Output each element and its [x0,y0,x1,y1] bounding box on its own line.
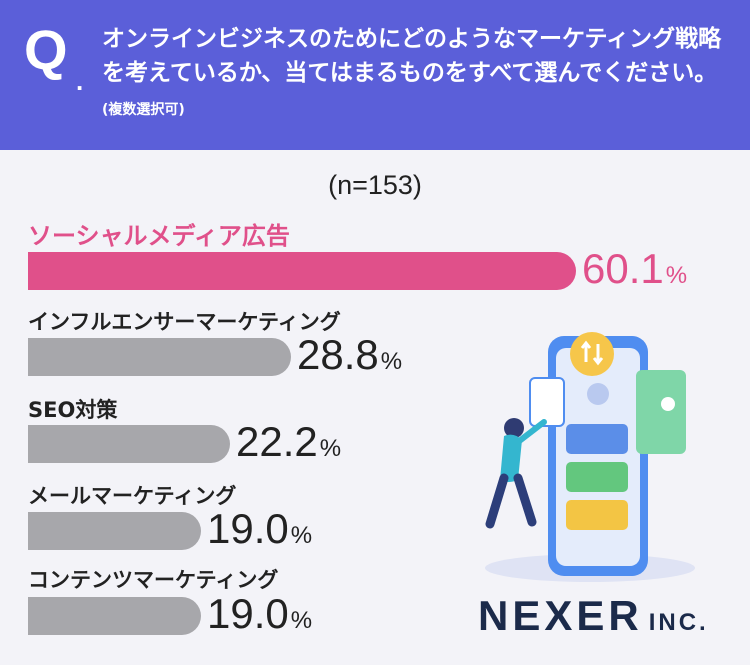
question-dot: . [76,66,84,96]
value-label: 19.0% [207,593,312,635]
phone-screen [556,348,640,566]
map-card [636,370,686,454]
logo-name: NEXER [478,592,643,639]
person-legs [485,473,537,529]
person-body [500,434,522,482]
value-unit: % [665,262,688,289]
value-number: 28.8 [297,331,379,378]
person-arm [515,419,547,445]
value-number: 60.1 [582,245,664,292]
email-card-blue [566,424,628,454]
category-label: ソーシャルメディア広告 [28,222,290,250]
value-number: 22.2 [236,418,318,465]
person-head [504,418,524,438]
value-label: 28.8% [297,334,402,376]
bar [28,338,291,376]
bar [28,512,201,550]
value-unit: % [380,348,403,375]
category-label: コンテンツマーケティング [28,568,279,592]
bar [28,425,230,463]
sync-arrows-icon [580,340,604,366]
company-logo: NEXER INC. [478,592,709,640]
email-card-green [566,462,628,492]
value-number: 19.0 [207,505,289,552]
delivery-card [529,377,565,427]
value-number: 19.0 [207,590,289,637]
value-label: 60.1% [582,248,687,290]
category-label: インフルエンサーマーケティング [28,310,341,334]
bar [28,252,576,290]
profile-avatar-icon [587,383,609,405]
logo-suffix: INC. [648,609,709,636]
question-note: (複数選択可) [102,102,185,118]
value-unit: % [319,435,342,462]
question-text: オンラインビジネスのためにどのようなマーケティング戦略を考えているか、当てはまる… [102,22,732,127]
question-header: Q . オンラインビジネスのためにどのようなマーケティング戦略を考えているか、当… [0,0,750,150]
marketing-illustration [485,332,695,582]
category-label: SEO対策 [28,398,118,422]
map-pin-icon [661,397,675,411]
question-body: オンラインビジネスのためにどのようなマーケティング戦略を考えているか、当てはまる… [102,26,722,86]
value-unit: % [290,522,313,549]
value-label: 22.2% [236,421,341,463]
bar [28,597,201,635]
question-mark: Q [24,18,68,81]
value-label: 19.0% [207,508,312,550]
email-card-yellow [566,500,628,530]
value-unit: % [290,607,313,634]
category-label: メールマーケティング [28,484,237,508]
sample-size: (n=153) [328,170,422,200]
cloud-icon [570,332,614,376]
